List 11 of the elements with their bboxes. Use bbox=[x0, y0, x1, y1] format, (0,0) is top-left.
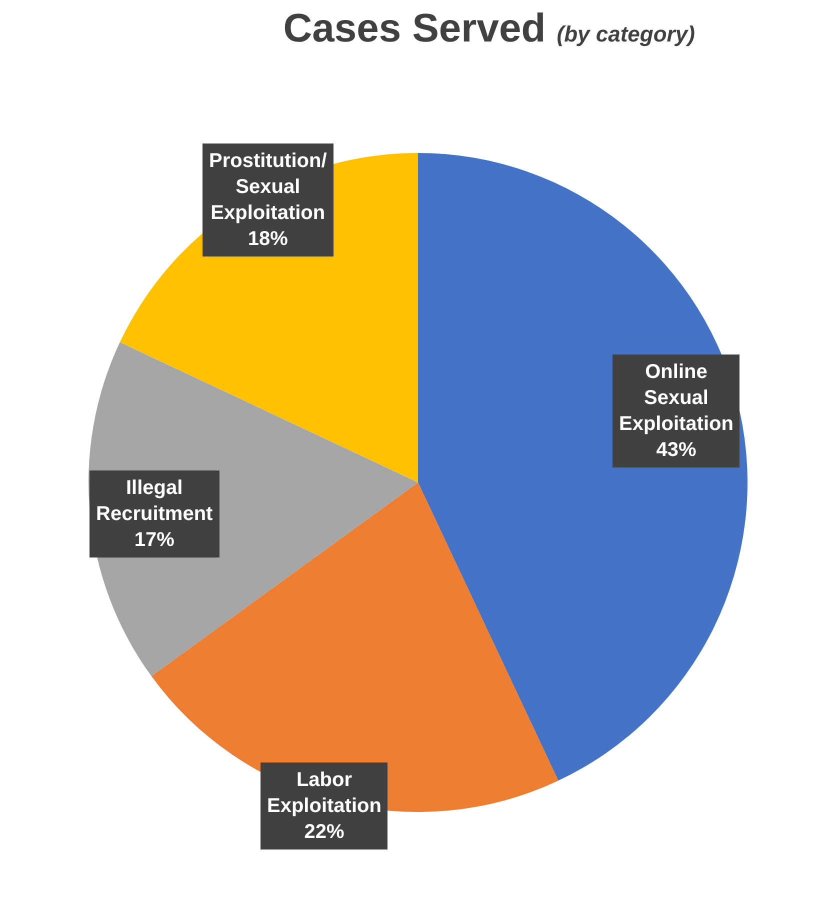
slice-label: Illegal Recruitment bbox=[96, 477, 214, 525]
slice-label: Online Sexual Exploitation bbox=[619, 361, 734, 435]
chart-subtitle: (by category) bbox=[556, 22, 695, 47]
data-label: 43% bbox=[656, 439, 696, 461]
data-label: 17% bbox=[134, 529, 175, 551]
data-label: 18% bbox=[248, 228, 288, 250]
chart-title: Cases Served bbox=[283, 6, 546, 51]
slice-label: Prostitution/Sexual Exploitation bbox=[209, 150, 328, 224]
pie-slice bbox=[418, 153, 748, 781]
data-label: 22% bbox=[304, 821, 344, 843]
slice-label: Labor Exploitation bbox=[267, 769, 382, 817]
